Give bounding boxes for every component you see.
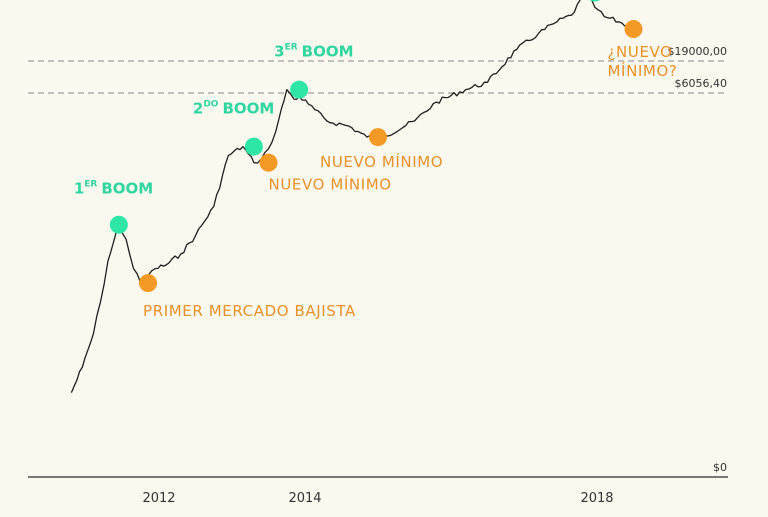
- price-line: [70, 0, 634, 393]
- reference-lines: $19000,00 $6056,40: [28, 45, 728, 94]
- boom-word: BOOM: [302, 43, 354, 61]
- boom-ordinal: 1: [74, 180, 84, 198]
- reference-line-label: $6056,40: [675, 77, 728, 90]
- boom-ordinal-suffix: ER: [285, 43, 298, 53]
- event-labels: 1ERBOOM2DOBOOM3ERBOOM4TOBOOMPRIMER MERCA…: [74, 43, 678, 320]
- boom-marker: [109, 215, 128, 234]
- minimum-label: PRIMER MERCADO BAJISTA: [143, 302, 356, 320]
- minimum-label: ¿NUEVO MÍNIMO?: [608, 43, 678, 80]
- x-tick-label: 2014: [288, 491, 321, 506]
- boom-label: 3ER BOOM: [274, 43, 353, 61]
- boom-label: 2DO BOOM: [193, 100, 274, 118]
- minimum-label: NUEVO MÍNIMO: [320, 152, 443, 171]
- boom-label: 1ER BOOM: [74, 180, 153, 198]
- reference-line-label: $19000,00: [668, 45, 728, 58]
- minimum-marker: [369, 128, 387, 147]
- minimum-marker: [624, 20, 643, 39]
- price-series: [70, 0, 634, 393]
- minimum-marker: [139, 274, 158, 293]
- boom-ordinal-suffix: ER: [84, 180, 97, 190]
- boom-ordinal-suffix: DO: [203, 100, 218, 110]
- event-markers: [109, 0, 643, 293]
- minimum-label-line: NUEVO MÍNIMO: [320, 152, 443, 171]
- minimum-label-line: PRIMER MERCADO BAJISTA: [143, 302, 356, 320]
- x-tick-label: 2018: [580, 491, 613, 506]
- x-axis: $0 2012 2014 2018: [28, 461, 728, 506]
- boom-ordinal: 2: [193, 100, 203, 118]
- y-zero-label: $0: [713, 461, 727, 474]
- minimum-label-line: MÍNIMO?: [608, 61, 678, 80]
- minimum-label-line: NUEVO MÍNIMO: [269, 175, 392, 194]
- boom-marker: [290, 80, 309, 99]
- minimum-label: NUEVO MÍNIMO: [269, 175, 392, 194]
- minimum-label-line: ¿NUEVO: [608, 43, 673, 61]
- boom-marker: [244, 137, 263, 156]
- boom-word: BOOM: [101, 180, 153, 198]
- minimum-marker: [259, 153, 278, 172]
- x-tick-label: 2012: [142, 491, 175, 506]
- boom-word: BOOM: [222, 100, 274, 118]
- boom-marker: [589, 0, 600, 2]
- boom-ordinal: 3: [274, 43, 284, 61]
